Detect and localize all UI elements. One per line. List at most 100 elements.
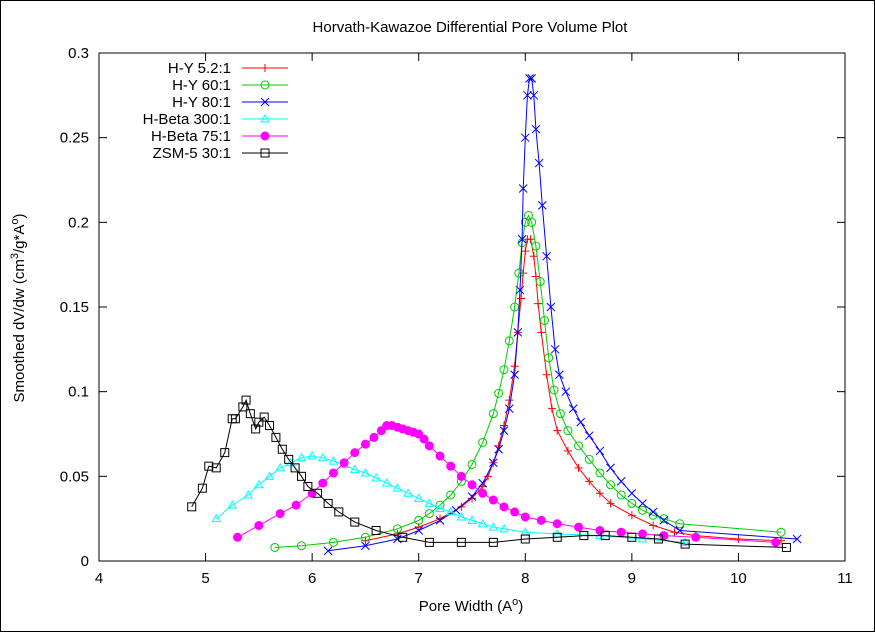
- data-point: [204, 461, 214, 471]
- y-axis-label-part-0: Smoothed dV/dw (cm: [11, 259, 28, 402]
- data-point: [414, 526, 424, 535]
- data-point: [504, 336, 514, 346]
- data-point: [552, 519, 562, 529]
- data-point: [303, 481, 313, 491]
- data-point: [659, 531, 669, 541]
- x-tick-label: 10: [730, 570, 747, 587]
- data-point: [523, 90, 532, 100]
- data-point: [253, 479, 264, 489]
- series-line: [191, 398, 787, 548]
- data-point: [542, 251, 551, 261]
- data-point: [317, 452, 328, 462]
- data-point: [488, 495, 498, 505]
- data-point: [654, 534, 663, 544]
- data-point: [296, 471, 306, 481]
- data-point: [537, 201, 547, 210]
- y-tick-label: 0.2: [68, 214, 89, 231]
- data-point: [595, 489, 604, 498]
- series-2: [323, 74, 802, 556]
- series-0: [361, 235, 786, 545]
- data-point: [536, 515, 546, 525]
- data-point: [584, 454, 594, 464]
- data-point: [563, 426, 573, 436]
- data-point: [499, 502, 509, 512]
- data-point: [675, 519, 685, 529]
- data-point: [456, 537, 466, 547]
- data-point: [233, 532, 243, 542]
- data-point: [328, 537, 338, 547]
- data-point: [510, 370, 519, 380]
- legend-label: H-Beta 300:1: [143, 111, 231, 128]
- data-point: [771, 537, 781, 547]
- data-point: [371, 473, 381, 482]
- legend: H-Y 5.2:1H-Y 60:1H-Y 80:1H-Beta 300:1H-B…: [143, 60, 288, 162]
- data-point: [323, 546, 333, 556]
- data-point: [513, 328, 523, 337]
- data-point: [478, 488, 488, 498]
- data-point: [328, 468, 338, 478]
- data-point: [781, 542, 791, 552]
- data-point: [488, 458, 498, 468]
- data-point: [360, 439, 370, 449]
- data-point: [638, 505, 648, 515]
- data-point: [467, 515, 477, 524]
- data-point: [549, 385, 559, 395]
- y-axis-label-part-1: 3: [9, 253, 21, 259]
- data-point: [398, 532, 408, 542]
- data-point: [349, 464, 360, 474]
- y-tick-label: 0.15: [60, 299, 89, 316]
- data-point: [312, 488, 322, 498]
- data-point: [670, 528, 679, 537]
- data-point: [520, 534, 530, 544]
- data-point: [561, 387, 571, 397]
- data-point: [264, 471, 275, 480]
- x-tick-label: 9: [628, 570, 636, 587]
- data-point: [595, 446, 605, 456]
- data-point: [467, 480, 477, 490]
- data-point: [616, 527, 626, 537]
- series-5: [187, 395, 791, 552]
- data-point: [424, 509, 434, 519]
- legend-marker: [260, 148, 270, 158]
- data-point: [424, 537, 434, 547]
- data-point: [477, 518, 488, 528]
- data-point: [606, 480, 616, 490]
- data-point: [584, 431, 594, 441]
- data-point: [446, 461, 456, 471]
- data-point: [517, 294, 526, 303]
- data-point: [529, 90, 539, 100]
- data-point: [547, 404, 556, 413]
- data-point: [419, 434, 429, 444]
- x-axis-label-tail: ): [518, 598, 523, 615]
- data-point: [574, 441, 584, 451]
- data-point: [659, 514, 669, 524]
- data-point: [371, 526, 381, 536]
- data-point: [369, 432, 379, 442]
- data-point: [350, 517, 360, 527]
- data-point: [792, 534, 802, 544]
- legend-label: H-Y 5.2:1: [168, 60, 231, 77]
- data-point: [520, 512, 530, 522]
- data-point: [638, 529, 648, 539]
- data-point: [456, 471, 466, 481]
- data-point: [211, 513, 222, 523]
- data-point: [531, 124, 541, 134]
- data-point: [648, 507, 658, 517]
- data-point: [514, 268, 524, 278]
- data-point: [680, 537, 691, 546]
- legend-marker: [260, 113, 270, 123]
- data-point: [537, 328, 546, 337]
- data-point: [521, 247, 530, 256]
- data-point: [552, 532, 562, 542]
- data-point: [230, 414, 240, 424]
- data-point: [776, 527, 786, 537]
- data-point: [534, 299, 543, 308]
- data-point: [675, 526, 685, 535]
- y-axis-label-part-3: o: [9, 218, 21, 224]
- data-point: [478, 478, 488, 488]
- data-point: [499, 426, 509, 435]
- data-point: [435, 516, 445, 525]
- data-point: [381, 478, 392, 487]
- data-point: [361, 541, 370, 551]
